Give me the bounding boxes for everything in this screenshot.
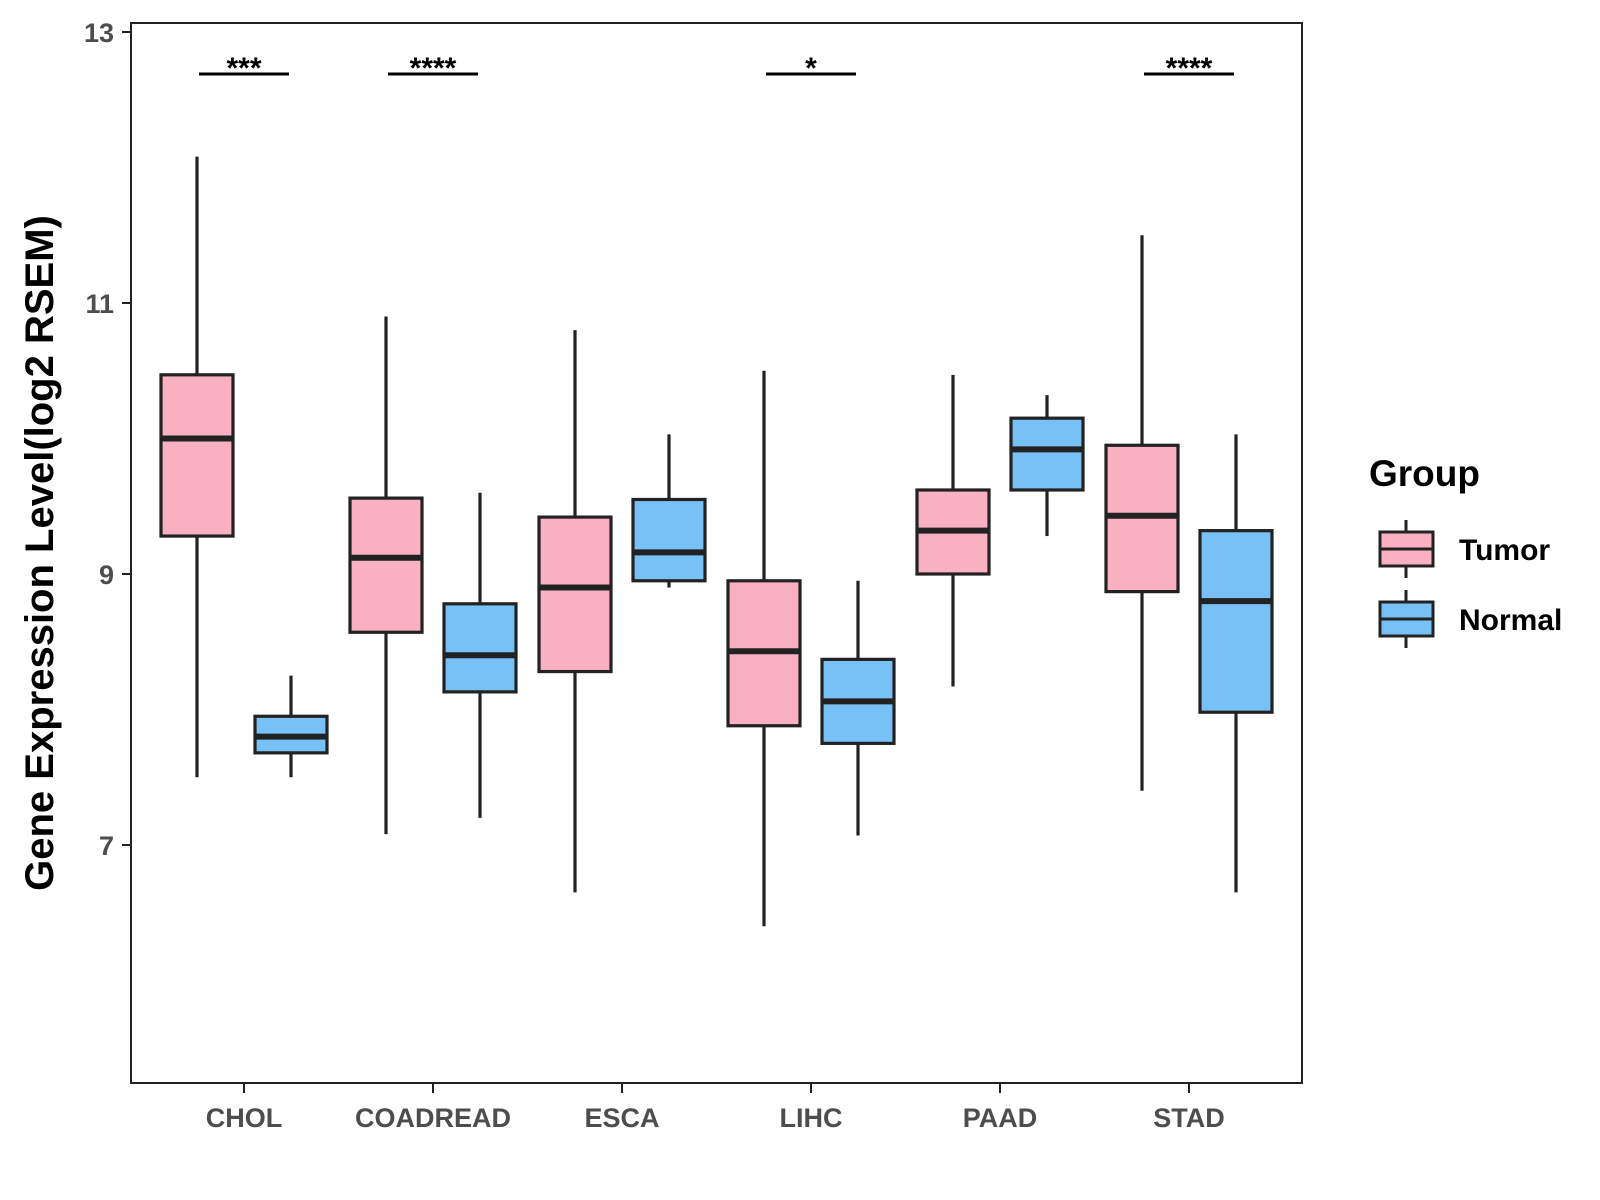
legend-item-tumor: Tumor <box>1378 520 1550 578</box>
y-axis-title: Gene Expression Level(log2 RSEM) <box>18 215 62 891</box>
box-tumor-coadread <box>348 316 424 835</box>
box-normal-lihc <box>820 580 896 836</box>
y-tick-label: 7 <box>99 831 114 861</box>
significance-label: **** <box>410 52 457 85</box>
legend: Group Tumor Normal <box>1369 453 1562 648</box>
box-body <box>159 373 235 538</box>
box-tumor-esca <box>537 330 613 893</box>
box-body <box>631 497 707 583</box>
y-tick-label: 9 <box>99 560 114 590</box>
y-axis: 7 9 11 13 <box>84 18 131 861</box>
x-tick-label: ESCA <box>584 1103 659 1133</box>
box-tumor-paad <box>915 374 991 687</box>
x-tick-label: LIHC <box>780 1103 843 1133</box>
box-body <box>1198 529 1274 714</box>
significance-label: * <box>805 52 817 85</box>
box-body <box>1009 416 1085 492</box>
legend-title: Group <box>1369 453 1480 494</box>
x-tick-label: CHOL <box>206 1103 283 1133</box>
legend-label: Normal <box>1459 604 1562 637</box>
box-normal-paad <box>1009 395 1085 537</box>
box-body <box>442 602 518 694</box>
box-normal-stad <box>1198 434 1274 893</box>
box-normal-chol <box>253 675 329 778</box>
x-tick-label: COADREAD <box>355 1103 511 1133</box>
x-tick-label: PAAD <box>963 1103 1038 1133</box>
significance-label: **** <box>1166 52 1213 85</box>
box-tumor-lihc <box>726 370 802 927</box>
y-tick-label: 11 <box>85 289 114 319</box>
box-tumor-stad <box>1104 235 1180 791</box>
box-series <box>159 156 1274 927</box>
box-tumor-chol <box>159 156 235 778</box>
x-tick-label: STAD <box>1153 1103 1225 1133</box>
y-tick-label: 13 <box>84 18 114 48</box>
significance-label: *** <box>226 52 261 85</box>
box-normal-esca <box>631 434 707 588</box>
box-body <box>537 515 613 674</box>
legend-label: Tumor <box>1459 534 1550 567</box>
x-axis: CHOL COADREAD ESCA LIHC PAAD STAD <box>206 1083 1225 1133</box>
significance-annotations: *** **** * **** <box>199 52 1234 85</box>
box-body <box>348 496 424 634</box>
box-normal-coadread <box>442 492 518 818</box>
legend-item-normal: Normal <box>1378 590 1562 648</box>
